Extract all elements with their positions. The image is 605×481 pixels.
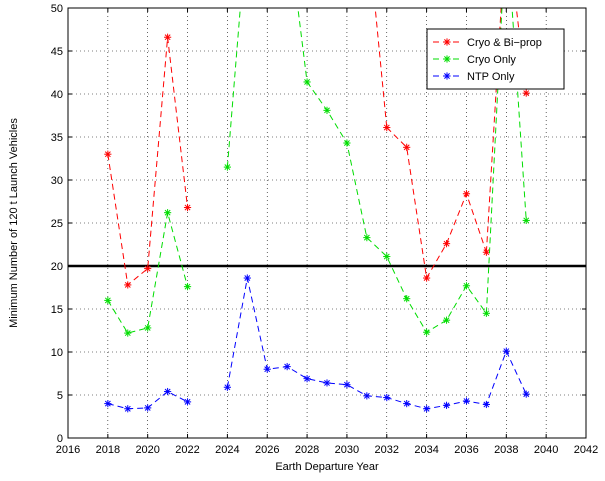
x-tick-label: 2040	[534, 444, 558, 456]
y-axis-label: Minimum Number of 120 t Launch Vehicles	[8, 118, 20, 328]
y-tick-label: 35	[51, 132, 63, 144]
cryo-only-point	[323, 106, 331, 114]
cryo-only-point	[183, 283, 192, 291]
legend: Cryo & Bi−prop Cryo Only NTP Only	[426, 28, 565, 90]
ntp-only-point	[323, 379, 331, 387]
ntp-only-point	[183, 398, 192, 406]
cryo-only-offscale-line	[297, 8, 308, 83]
legend-marker-cryo-bi-prop	[443, 38, 451, 46]
cryo-only-point	[462, 282, 471, 290]
cryo-only-point	[104, 296, 112, 304]
y-tick-label: 10	[51, 347, 63, 359]
cryo-bi-prop-point	[462, 190, 471, 198]
y-tick-label: 40	[51, 89, 63, 101]
ntp-only-point	[104, 400, 112, 408]
x-tick-label: 2034	[414, 444, 438, 456]
x-tick-label: 2018	[96, 444, 120, 456]
cryo-only-point	[343, 139, 351, 147]
cryo-bi-prop-point	[144, 264, 152, 273]
x-tick-label: 2036	[454, 444, 478, 456]
y-tick-label: 45	[51, 46, 63, 58]
y-tick-label: 30	[51, 175, 63, 187]
ntp-only-point	[383, 393, 391, 402]
legend-label-ntp-only: NTP Only	[467, 71, 515, 83]
cryo-only-point	[223, 163, 231, 171]
legend-marker-ntp-only	[443, 72, 451, 80]
ntp-only-point	[502, 347, 510, 355]
ntp-only-point	[263, 365, 271, 373]
ntp-only-line	[226, 277, 527, 410]
cryo-bi-prop-point	[124, 281, 132, 289]
cryo-only-point	[164, 209, 172, 217]
x-tick-label: 2016	[56, 444, 80, 456]
cryo-only-offscale-line	[485, 8, 503, 314]
ntp-only-point	[303, 375, 311, 383]
cryo-bi-prop-point	[482, 248, 490, 256]
cryo-bi-prop-point	[383, 123, 391, 132]
cryo-only-point	[383, 252, 391, 261]
x-tick-label: 2038	[494, 444, 518, 456]
x-tick-label: 2030	[335, 444, 359, 456]
ntp-only-point	[283, 363, 291, 371]
cryo-bi-prop-line	[386, 127, 487, 280]
ntp-only-point	[144, 404, 152, 412]
legend-label-cryo-bi-prop: Cryo & Bi−prop	[467, 37, 542, 49]
ntp-only-point	[343, 381, 351, 389]
ntp-only-point	[124, 405, 132, 413]
cryo-bi-prop-offscale-line	[374, 8, 388, 128]
cryo-bi-prop-line	[107, 37, 189, 286]
y-tick-label: 5	[57, 390, 63, 402]
y-tick-label: 20	[51, 261, 63, 273]
cryo-bi-prop-point	[104, 150, 112, 158]
ntp-only-point	[403, 400, 411, 408]
ntp-only-point	[243, 274, 251, 282]
cryo-bi-prop-point	[442, 240, 451, 248]
x-tick-label: 2042	[574, 444, 598, 456]
ntp-only-point	[363, 392, 371, 400]
cryo-bi-prop-point	[423, 274, 431, 282]
ntp-only-point	[462, 397, 471, 405]
cryo-bi-prop-point	[183, 203, 192, 212]
x-tick-label: 2020	[135, 444, 159, 456]
cryo-only-point	[144, 324, 152, 332]
cryo-only-point	[303, 78, 311, 86]
ntp-only-point	[522, 390, 530, 398]
y-tick-label: 0	[57, 433, 63, 445]
cryo-only-offscale-line	[226, 8, 241, 168]
ntp-only-point	[423, 405, 431, 413]
cryo-only-point	[442, 316, 451, 324]
y-tick-label: 25	[51, 218, 63, 230]
cryo-only-point	[423, 328, 431, 336]
cryo-bi-prop-point	[164, 33, 172, 41]
x-tick-label: 2024	[215, 444, 239, 456]
cryo-only-point	[363, 234, 371, 242]
cryo-only-line	[306, 81, 487, 333]
y-tick-label: 50	[51, 3, 63, 15]
cryo-only-line	[107, 212, 189, 334]
cryo-only-point	[522, 216, 530, 225]
ntp-only-point	[442, 401, 451, 409]
x-tick-label: 2026	[255, 444, 279, 456]
ntp-only-point	[482, 400, 490, 409]
cryo-only-point	[482, 309, 490, 317]
legend-marker-cryo-only	[443, 55, 451, 63]
ntp-only-point	[164, 387, 172, 396]
plot-frame	[67, 7, 587, 439]
cryo-bi-prop-point	[522, 89, 530, 97]
y-tick-label: 15	[51, 304, 63, 316]
legend-label-cryo-only: Cryo Only	[467, 54, 516, 66]
x-tick-label: 2028	[295, 444, 319, 456]
ntp-only-point	[223, 383, 231, 391]
x-axis-label: Earth Departure Year	[275, 461, 379, 473]
cryo-bi-prop-point	[403, 143, 411, 151]
x-tick-label: 2032	[375, 444, 399, 456]
axes: 2016 2018 2020 2022 2024 2026 2028 2030 2032 2034…	[51, 3, 598, 456]
cryo-only-point	[403, 295, 411, 303]
cryo-only-point	[124, 329, 132, 337]
x-tick-label: 2022	[175, 444, 199, 456]
